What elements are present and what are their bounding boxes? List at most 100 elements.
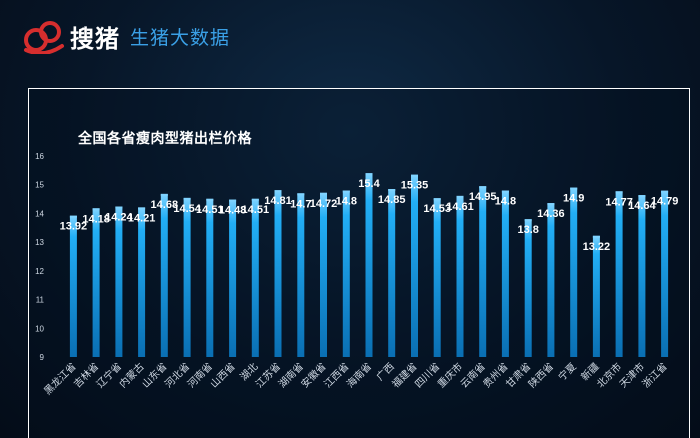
chart-title: 全国各省瘦肉型猪出栏价格: [78, 131, 252, 147]
bar: [92, 208, 100, 357]
bar: [160, 193, 168, 357]
bar-cap: [592, 235, 600, 238]
value-label: 14.51: [242, 204, 270, 216]
value-label: 15.35: [401, 180, 429, 192]
bar: [615, 191, 623, 357]
brand-subtitle: 生猪大数据: [130, 26, 231, 49]
bar: [115, 206, 123, 357]
bar-cap: [456, 195, 464, 198]
x-tick-label: 四川省: [412, 360, 442, 390]
bar: [570, 187, 578, 357]
pig-logo-icon: [24, 21, 64, 54]
bar-cap: [638, 195, 646, 198]
value-label: 14.21: [128, 212, 156, 224]
bar: [229, 199, 237, 357]
bar-cap: [411, 174, 418, 177]
value-label: 14.9: [563, 193, 584, 205]
bar: [274, 190, 282, 357]
bar: [297, 193, 305, 357]
x-tick-label: 福建省: [389, 360, 419, 390]
x-tick-label: 江苏省: [253, 360, 283, 390]
x-tick-label: 云南省: [457, 360, 487, 390]
value-label: 13.92: [60, 221, 88, 233]
x-tick-label: 宁夏: [555, 360, 578, 383]
bar: [342, 190, 350, 357]
value-label: 14.85: [378, 194, 406, 206]
bar: [456, 195, 464, 357]
x-tick-label: 重庆市: [435, 360, 465, 390]
bar: [388, 189, 396, 357]
value-label: 14.24: [105, 212, 133, 224]
value-label: 14.18: [82, 213, 110, 225]
bar-cap: [547, 203, 555, 206]
x-tick-label: 天津市: [617, 360, 647, 390]
bar-cap: [479, 186, 487, 189]
bar-cap: [615, 191, 623, 194]
value-label: 14.51: [196, 204, 224, 216]
bar-cap: [342, 190, 350, 193]
bar: [592, 235, 600, 357]
x-tick-label: 河南省: [185, 360, 215, 390]
y-tick-label: 9: [40, 353, 45, 362]
bar-cap: [661, 190, 669, 193]
x-tick-label: 黑龙江省: [41, 360, 78, 397]
x-tick-label: 北京市: [594, 360, 624, 390]
bar: [547, 203, 555, 357]
y-axis: 9 10 11 12 13 14 15 16: [35, 152, 44, 362]
bar: [638, 195, 646, 357]
x-tick-label: 江西省: [321, 360, 351, 390]
bar: [661, 190, 669, 357]
bar-cap: [251, 198, 259, 201]
bar: [320, 192, 327, 357]
value-label: 14.81: [264, 195, 292, 207]
bar-cap: [69, 215, 77, 218]
bar: [411, 174, 418, 357]
bar: [206, 198, 214, 357]
value-label: 14.53: [423, 203, 451, 215]
value-label: 14.79: [651, 196, 679, 208]
bar: [138, 207, 146, 357]
y-tick-label: 13: [35, 238, 44, 247]
value-label: 14.54: [173, 203, 201, 215]
bar-cap: [388, 189, 396, 191]
bar-series: [69, 173, 669, 357]
x-tick-label: 安徽省: [298, 360, 328, 390]
bar-cap: [206, 198, 214, 201]
bar-cap: [92, 208, 100, 211]
x-tick-label: 陕西省: [526, 360, 556, 390]
x-tick-label: 甘肃省: [503, 360, 533, 390]
y-tick-label: 12: [35, 267, 44, 276]
x-tick-label: 山东省: [139, 360, 169, 390]
y-tick-label: 15: [35, 181, 44, 190]
bar: [479, 186, 487, 357]
x-tick-label: 海南省: [344, 360, 374, 390]
value-label: 14.48: [219, 205, 247, 217]
bar-cap: [160, 193, 168, 196]
bar: [251, 198, 259, 357]
bar-cap: [365, 173, 373, 176]
header-logo: 搜猪 生猪大数据: [22, 16, 230, 56]
x-tick-label: 贵州省: [480, 360, 510, 390]
bar-cap: [115, 206, 123, 209]
bar-cap: [570, 187, 578, 190]
bar-cap: [297, 193, 305, 196]
y-tick-label: 11: [36, 296, 45, 305]
x-tick-label: 浙江省: [639, 360, 669, 390]
bar: [433, 198, 441, 357]
value-label: 14.8: [495, 196, 516, 208]
value-label: 14.8: [336, 196, 357, 208]
value-label: 14.77: [605, 196, 633, 208]
value-label: 14.95: [469, 191, 497, 203]
bar-cap: [501, 190, 509, 193]
bar: [183, 197, 191, 357]
x-tick-label: 辽宁省: [94, 360, 124, 390]
bar-cap: [524, 219, 532, 222]
value-label: 14.7: [290, 198, 311, 210]
value-label: 14.72: [310, 198, 338, 210]
y-tick-label: 10: [35, 324, 44, 333]
brand-name: 搜猪: [70, 23, 120, 53]
bar-cap: [320, 192, 327, 195]
value-label: 14.68: [151, 199, 179, 211]
x-tick-label: 河北省: [162, 360, 192, 390]
